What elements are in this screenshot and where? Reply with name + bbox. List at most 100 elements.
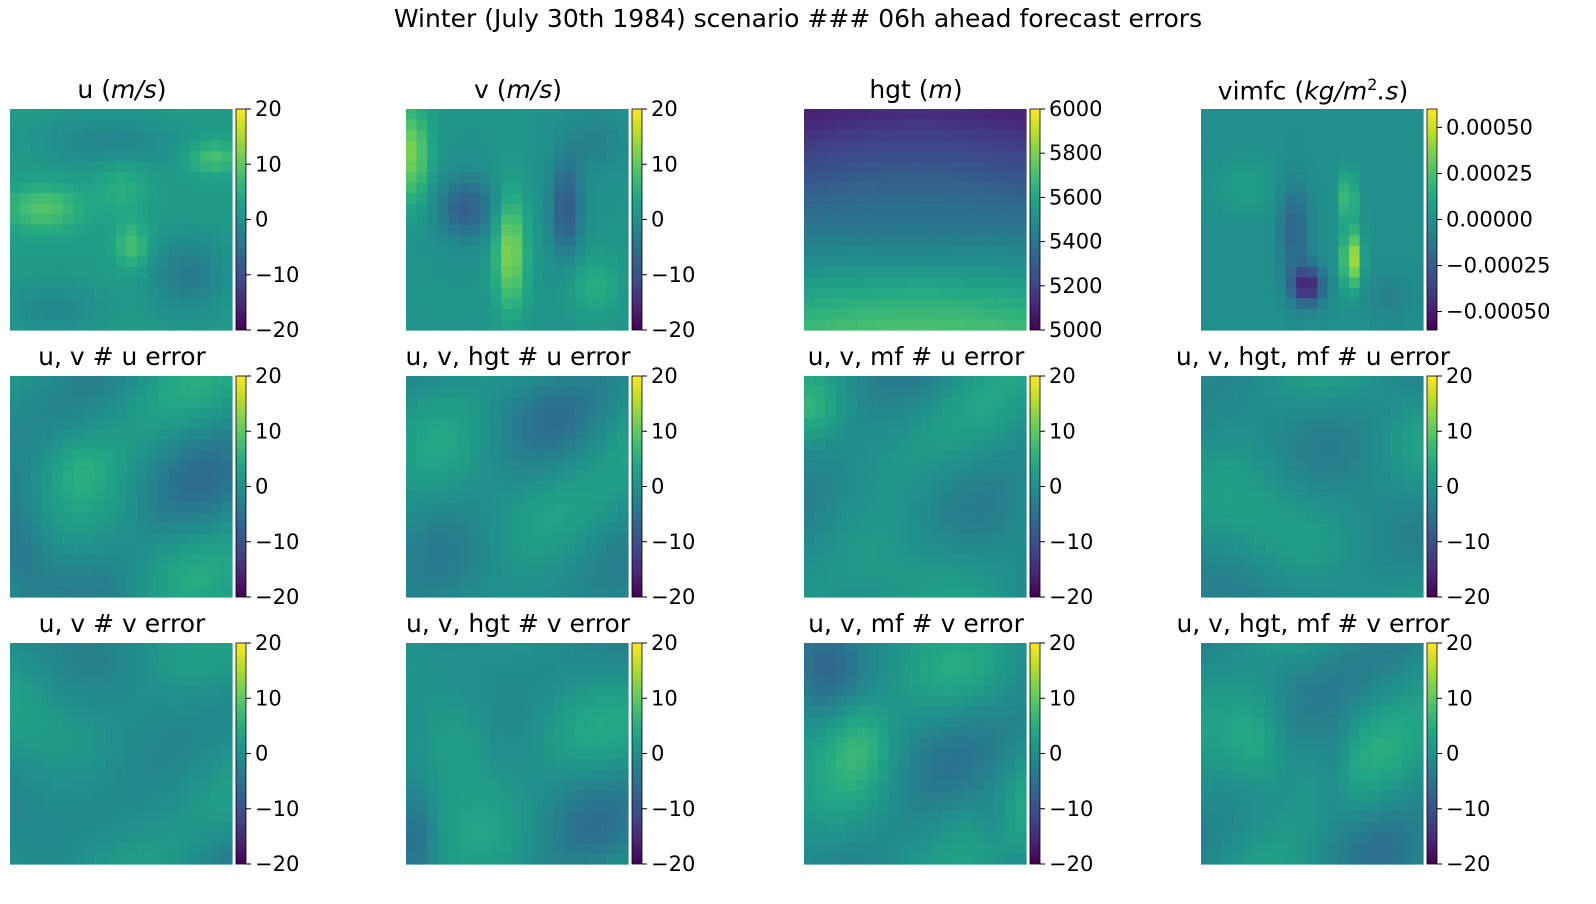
heatmap-cell	[994, 737, 1006, 749]
heatmap-cell	[501, 428, 513, 440]
heatmap-cell	[920, 203, 932, 215]
heatmap-cell	[221, 172, 233, 184]
heatmap-cell	[867, 491, 879, 503]
heatmap-cell	[543, 523, 555, 535]
heatmap-cell	[1285, 439, 1297, 451]
heatmap-cell	[427, 758, 439, 770]
heatmap-cell	[158, 586, 170, 598]
heatmap-cell	[501, 811, 513, 823]
heatmap-cell	[1380, 523, 1392, 535]
heatmap-cell	[105, 386, 117, 398]
heatmap-cell	[501, 319, 513, 331]
heatmap-cell	[952, 727, 964, 739]
heatmap-cell	[210, 832, 223, 844]
heatmap-cell	[189, 575, 201, 588]
heatmap-cell	[221, 470, 233, 482]
heatmap-cell	[73, 533, 85, 545]
heatmap-cell	[899, 853, 911, 865]
heatmap-cell	[511, 214, 523, 226]
heatmap-cell	[941, 586, 953, 598]
heatmap-cell	[554, 643, 566, 655]
heatmap-cell	[490, 832, 502, 844]
heatmap-cell	[1401, 319, 1414, 331]
heatmap-cell	[221, 460, 233, 472]
heatmap-cell	[856, 214, 869, 226]
heatmap-cell	[490, 193, 502, 205]
heatmap-cell	[52, 397, 64, 409]
heatmap-cell	[1243, 397, 1255, 409]
heatmap-cell	[973, 502, 985, 514]
heatmap-cell	[406, 685, 418, 697]
heatmap-cell	[1359, 287, 1371, 300]
heatmap-cell	[73, 748, 85, 760]
heatmap-cell	[94, 716, 106, 728]
heatmap-cell	[62, 586, 75, 598]
heatmap-cell	[930, 376, 943, 388]
heatmap-cell	[189, 319, 201, 331]
heatmap-cell	[406, 277, 418, 289]
heatmap-cell	[20, 449, 32, 461]
heatmap-cell	[575, 512, 587, 524]
heatmap-cell	[501, 386, 513, 398]
heatmap-cell	[983, 643, 995, 655]
heatmap-cell	[1253, 214, 1266, 226]
heatmap-cell	[1296, 182, 1308, 194]
heatmap-cell	[105, 748, 117, 760]
heatmap-cell	[41, 706, 53, 718]
heatmap-cell	[1359, 460, 1371, 472]
heatmap-cell	[1412, 386, 1424, 398]
heatmap-cell	[427, 706, 439, 718]
heatmap-cell	[878, 172, 890, 184]
heatmap-cell	[62, 653, 75, 665]
heatmap-cell	[1201, 140, 1213, 152]
heatmap-cell	[856, 298, 869, 310]
heatmap-cell	[1380, 193, 1392, 205]
colorbar-tick-label: 0	[255, 208, 268, 232]
heatmap-cell	[983, 481, 995, 493]
heatmap-cell	[899, 386, 911, 398]
heatmap-cell	[41, 664, 53, 676]
heatmap-cell	[406, 674, 418, 686]
heatmap-cell	[1201, 319, 1213, 331]
heatmap-cell	[1015, 512, 1027, 524]
heatmap-cell	[585, 256, 597, 268]
heatmap-cell	[136, 428, 149, 440]
heatmap-cell	[147, 706, 159, 718]
heatmap-cell	[543, 193, 555, 205]
heatmap-cell	[564, 481, 576, 493]
heatmap-cell	[20, 491, 32, 503]
heatmap-cell	[606, 512, 619, 524]
heatmap-cell	[867, 449, 879, 461]
heatmap-cell	[554, 512, 566, 524]
heatmap-cell	[596, 502, 608, 514]
heatmap-cell	[962, 758, 974, 770]
heatmap-cell	[94, 758, 106, 770]
heatmap-cell	[606, 203, 619, 215]
heatmap-cell	[1412, 491, 1424, 503]
heatmap-cell	[983, 664, 995, 676]
heatmap-cell	[888, 449, 900, 461]
heatmap-cell	[973, 674, 985, 686]
heatmap-cell	[994, 277, 1006, 289]
heatmap-cell	[490, 502, 502, 514]
heatmap-cell	[867, 376, 879, 388]
heatmap-cell	[1412, 287, 1424, 300]
heatmap-cell	[617, 800, 629, 812]
heatmap-cell	[1306, 130, 1318, 142]
heatmap-cell	[522, 842, 534, 855]
heatmap-cell	[52, 575, 64, 588]
heatmap-cell	[200, 643, 212, 655]
heatmap-cell	[1004, 161, 1017, 173]
heatmap-cell	[1015, 790, 1027, 802]
heatmap-cell	[804, 653, 816, 665]
heatmap-cell	[10, 130, 22, 142]
heatmap-cell	[10, 182, 22, 194]
heatmap-cell	[10, 119, 22, 131]
heatmap-cell	[930, 308, 943, 321]
heatmap-cell	[501, 439, 513, 451]
heatmap-cell	[1338, 224, 1350, 236]
heatmap-cell	[84, 397, 96, 409]
heatmap-cell	[10, 277, 22, 289]
heatmap-cell	[617, 653, 629, 665]
heatmap-cell	[994, 287, 1006, 300]
